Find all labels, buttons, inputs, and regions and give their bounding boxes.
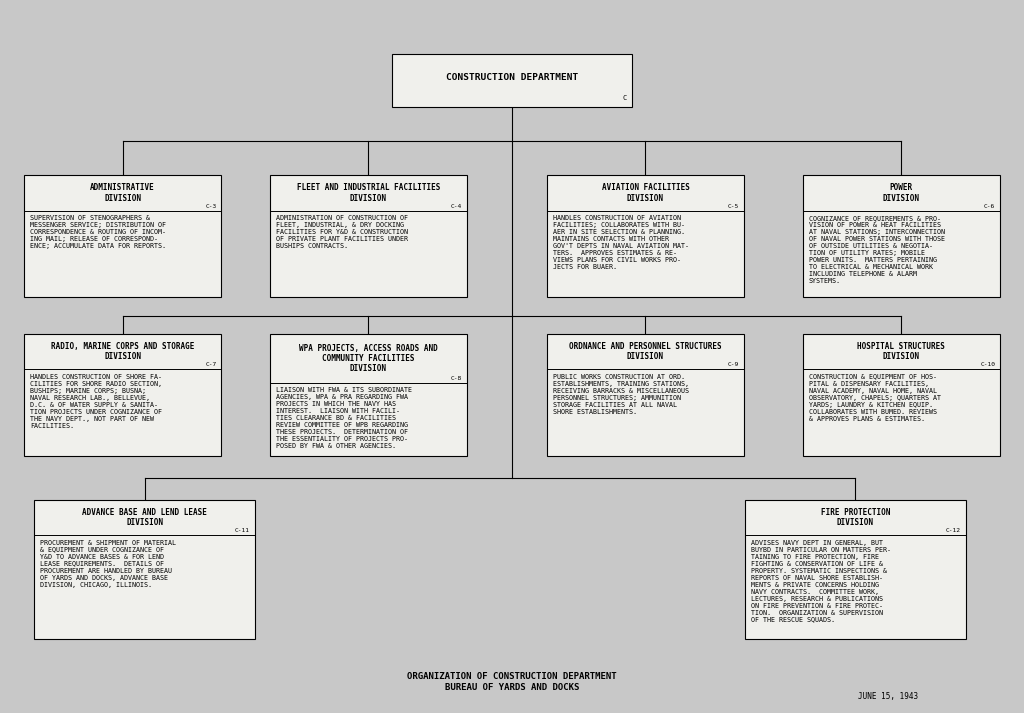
FancyBboxPatch shape [24,334,221,456]
Text: HANDLES CONSTRUCTION OF AVIATION
FACILITIES; COLLABORATES WITH BU-
AER IN SITE S: HANDLES CONSTRUCTION OF AVIATION FACILIT… [553,215,689,270]
FancyBboxPatch shape [547,334,744,456]
Text: BUREAU OF YARDS AND DOCKS: BUREAU OF YARDS AND DOCKS [444,682,580,692]
Text: C-3: C-3 [205,204,216,209]
Text: SUPERVISION OF STENOGRAPHERS &
MESSENGER SERVICE; DISTRIBUTION OF
CORRESPONDENCE: SUPERVISION OF STENOGRAPHERS & MESSENGER… [30,215,166,249]
Text: WPA PROJECTS, ACCESS ROADS AND
COMMUNITY FACILITIES
DIVISION: WPA PROJECTS, ACCESS ROADS AND COMMUNITY… [299,344,438,374]
Text: C: C [623,95,627,101]
Text: C-10: C-10 [980,362,995,367]
FancyBboxPatch shape [35,500,255,640]
FancyBboxPatch shape [744,500,966,640]
FancyBboxPatch shape [391,54,633,107]
Text: ADMINISTRATION OF CONSTRUCTION OF
FLEET, INDUSTRIAL, & DRY DOCKING
FACILITIES FO: ADMINISTRATION OF CONSTRUCTION OF FLEET,… [275,215,408,249]
FancyBboxPatch shape [24,175,221,297]
Text: COGNIZANCE OF REQUIREMENTS & PRO-
VISION OF POWER & HEAT FACILITIES
AT NAVAL STA: COGNIZANCE OF REQUIREMENTS & PRO- VISION… [809,215,944,284]
Text: ADVISES NAVY DEPT IN GENERAL, BUT
BUYBD IN PARTICULAR ON MATTERS PER-
TAINING TO: ADVISES NAVY DEPT IN GENERAL, BUT BUYBD … [751,540,891,622]
Text: C-9: C-9 [728,362,739,367]
Text: HANDLES CONSTRUCTION OF SHORE FA-
CILITIES FOR SHORE RADIO SECTION,
BUSHIPS; MAR: HANDLES CONSTRUCTION OF SHORE FA- CILITI… [30,374,162,429]
Text: C-12: C-12 [945,528,961,533]
Text: ORGANIZATION OF CONSTRUCTION DEPARTMENT: ORGANIZATION OF CONSTRUCTION DEPARTMENT [408,672,616,681]
Text: ADVANCE BASE AND LEND LEASE
DIVISION: ADVANCE BASE AND LEND LEASE DIVISION [82,508,207,527]
Text: FLEET AND INDUSTRIAL FACILITIES
DIVISION: FLEET AND INDUSTRIAL FACILITIES DIVISION [297,183,440,202]
Text: POWER
DIVISION: POWER DIVISION [883,183,920,202]
Text: C-6: C-6 [984,204,995,209]
Text: ADMINISTRATIVE
DIVISION: ADMINISTRATIVE DIVISION [90,183,155,202]
Text: JUNE 15, 1943: JUNE 15, 1943 [858,692,919,702]
FancyBboxPatch shape [269,175,467,297]
FancyBboxPatch shape [803,334,1000,456]
Text: ORDNANCE AND PERSONNEL STRUCTURES
DIVISION: ORDNANCE AND PERSONNEL STRUCTURES DIVISI… [569,342,722,361]
Text: CONSTRUCTION DEPARTMENT: CONSTRUCTION DEPARTMENT [445,73,579,81]
Text: HOSPITAL STRUCTURES
DIVISION: HOSPITAL STRUCTURES DIVISION [857,342,945,361]
Text: C-4: C-4 [452,204,462,209]
Text: CONSTRUCTION & EQUIPMENT OF HOS-
PITAL & DISPENSARY FACILITIES,
NAVAL ACADEMY, N: CONSTRUCTION & EQUIPMENT OF HOS- PITAL &… [809,374,940,421]
Text: PUBLIC WORKS CONSTRUCTION AT ORD.
ESTABLISHMENTS, TRAINING STATIONS,
RECEIVING B: PUBLIC WORKS CONSTRUCTION AT ORD. ESTABL… [553,374,689,415]
Text: LIAISON WITH FWA & ITS SUBORDINATE
AGENCIES, WPA & PRA REGARDING FWA
PROJECTS IN: LIAISON WITH FWA & ITS SUBORDINATE AGENC… [275,387,412,449]
Text: AVIATION FACILITIES
DIVISION: AVIATION FACILITIES DIVISION [601,183,689,202]
FancyBboxPatch shape [803,175,1000,297]
Text: PROCUREMENT & SHIPMENT OF MATERIAL
& EQUIPMENT UNDER COGNIZANCE OF
Y&D TO ADVANC: PROCUREMENT & SHIPMENT OF MATERIAL & EQU… [40,540,176,588]
Text: C-5: C-5 [728,204,739,209]
Text: C-8: C-8 [452,376,462,381]
Text: FIRE PROTECTION
DIVISION: FIRE PROTECTION DIVISION [820,508,890,527]
Text: RADIO, MARINE CORPS AND STORAGE
DIVISION: RADIO, MARINE CORPS AND STORAGE DIVISION [51,342,195,361]
FancyBboxPatch shape [269,334,467,456]
FancyBboxPatch shape [547,175,744,297]
Text: C-7: C-7 [205,362,216,367]
Text: C-11: C-11 [236,528,250,533]
